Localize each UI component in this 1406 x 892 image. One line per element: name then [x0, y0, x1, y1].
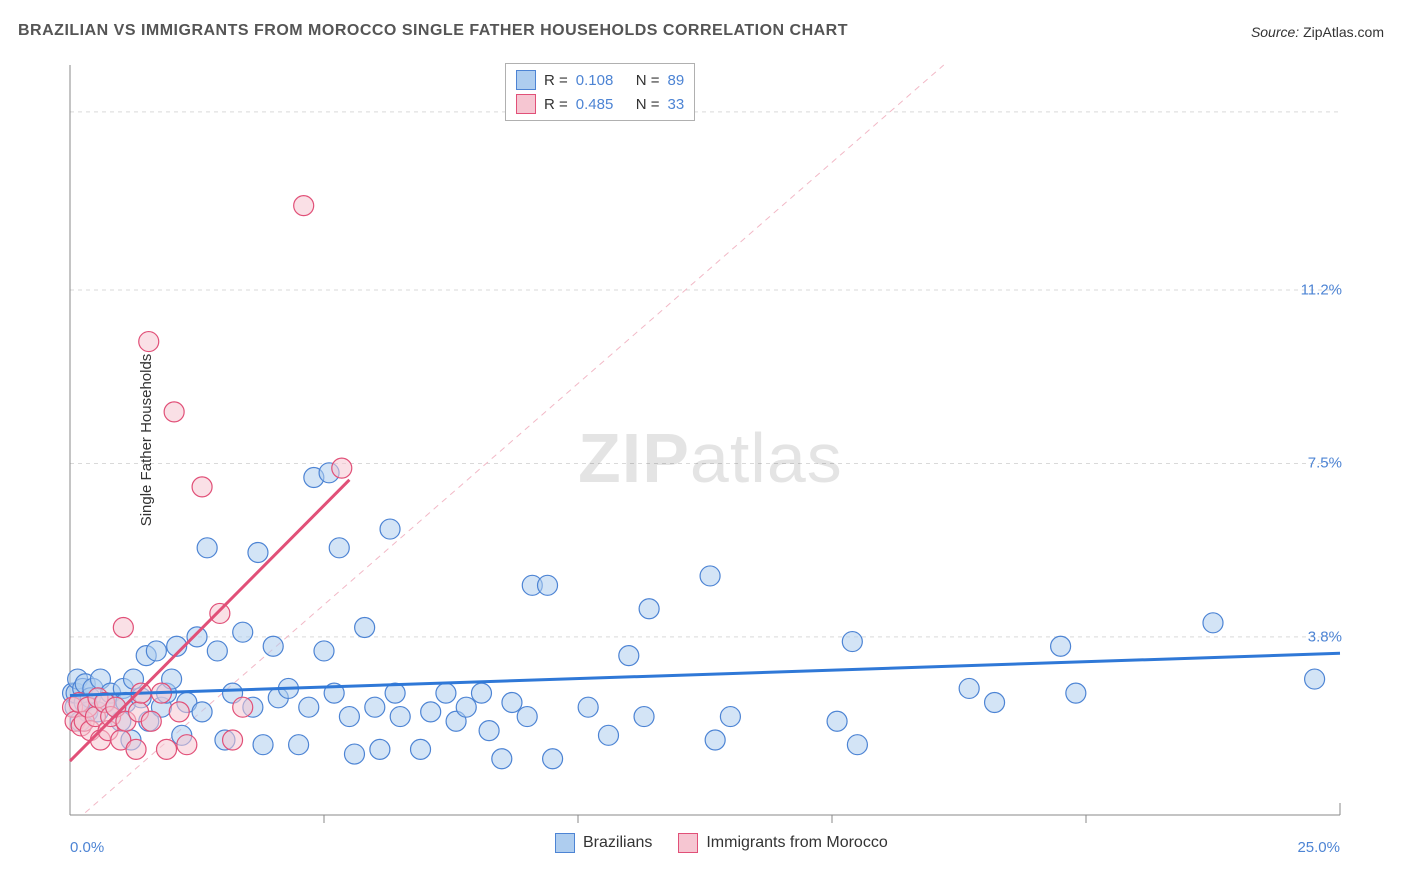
- y-tick-label: 7.5%: [1308, 455, 1342, 472]
- corr-n-label: N =: [636, 72, 660, 89]
- corr-r-value: 0.485: [576, 96, 628, 113]
- x-tick-label: 25.0%: [1297, 839, 1340, 856]
- chart-title: BRAZILIAN VS IMMIGRANTS FROM MOROCCO SIN…: [18, 22, 848, 40]
- x-tick-label: 0.0%: [70, 839, 104, 856]
- series-legend-label: Brazilians: [583, 834, 652, 852]
- legend-swatch: [516, 70, 536, 90]
- corr-legend-row: R = 0.485 N = 33: [516, 92, 684, 116]
- corr-n-label: N =: [636, 96, 660, 113]
- series-legend: Brazilians Immigrants from Morocco: [555, 833, 888, 853]
- y-axis-label: Single Father Households: [138, 354, 155, 527]
- source-label: Source:: [1251, 24, 1299, 40]
- legend-swatch: [516, 94, 536, 114]
- source-attribution: Source: ZipAtlas.com: [1251, 24, 1384, 40]
- corr-legend-row: R = 0.108 N = 89: [516, 68, 684, 92]
- legend-swatch: [555, 833, 575, 853]
- corr-r-label: R =: [544, 96, 568, 113]
- corr-r-value: 0.108: [576, 72, 628, 89]
- correlation-legend: R = 0.108 N = 89 R = 0.485 N = 33: [505, 63, 695, 121]
- chart-container: BRAZILIAN VS IMMIGRANTS FROM MOROCCO SIN…: [0, 0, 1406, 892]
- corr-r-label: R =: [544, 72, 568, 89]
- source-value: ZipAtlas.com: [1303, 24, 1384, 40]
- series-legend-item: Immigrants from Morocco: [678, 833, 887, 853]
- series-legend-label: Immigrants from Morocco: [706, 834, 887, 852]
- corr-n-value: 89: [668, 72, 685, 89]
- y-tick-label: 11.2%: [1301, 282, 1342, 299]
- y-tick-label: 3.8%: [1308, 628, 1342, 645]
- legend-swatch: [678, 833, 698, 853]
- series-legend-item: Brazilians: [555, 833, 652, 853]
- plot-area: Single Father Households ZIPatlas R =0.1…: [50, 55, 1350, 825]
- corr-n-value: 33: [668, 96, 685, 113]
- scatter-plot-svg: [50, 55, 1350, 825]
